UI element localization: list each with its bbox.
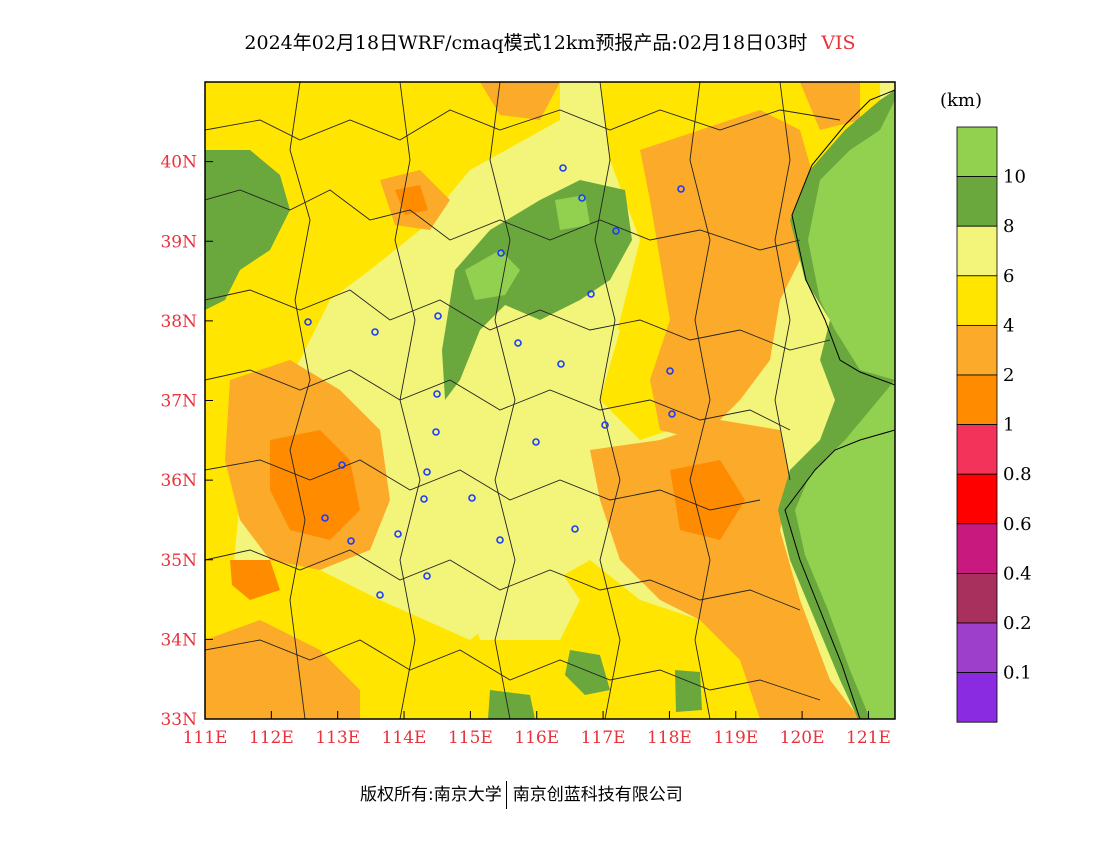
lat-label: 36N xyxy=(160,471,197,491)
city-marker xyxy=(571,525,579,533)
city-marker xyxy=(376,591,384,599)
city-marker xyxy=(423,572,431,580)
city-marker xyxy=(304,318,312,326)
city-marker xyxy=(321,514,329,522)
city-marker xyxy=(514,339,522,347)
field-4-6km-west xyxy=(205,82,560,640)
city-marker xyxy=(434,312,442,320)
city-marker xyxy=(371,328,379,336)
field-8-10km-south-1 xyxy=(565,650,610,695)
coastline xyxy=(784,89,895,719)
field-2-4km-southeast xyxy=(590,420,860,719)
copyright-text: 版权所有:南京大学 xyxy=(360,785,502,805)
city-marker xyxy=(587,290,595,298)
lat-label: 37N xyxy=(160,392,197,412)
city-marker xyxy=(423,468,431,476)
field-1-2km-south xyxy=(230,560,280,600)
lon-label: 118E xyxy=(647,728,692,748)
city-marker xyxy=(433,390,441,398)
lat-label: 33N xyxy=(160,710,197,730)
company-text: 南京创蓝科技有限公司 xyxy=(512,785,683,805)
city-marker xyxy=(578,194,586,202)
field-10km-patch xyxy=(465,250,520,300)
city-markers xyxy=(304,164,685,599)
city-marker xyxy=(468,494,476,502)
field-10km-sea xyxy=(795,100,895,719)
field-8-10km-north xyxy=(442,180,632,400)
lon-label: 111E xyxy=(183,728,228,748)
footer-separator xyxy=(505,781,507,809)
city-marker xyxy=(347,537,355,545)
city-marker xyxy=(496,536,504,544)
lon-label: 116E xyxy=(514,728,559,748)
lat-label: 40N xyxy=(160,153,197,173)
city-marker xyxy=(601,421,609,429)
legend-unit: (km) xyxy=(940,90,983,111)
field-10km-patch-2 xyxy=(555,195,590,230)
lon-label: 117E xyxy=(581,728,626,748)
footer: 版权所有:南京大学 南京创蓝科技有限公司 xyxy=(360,780,683,809)
map-fields xyxy=(205,82,895,719)
city-marker xyxy=(557,360,565,368)
field-1-2km-se xyxy=(670,460,745,540)
city-marker xyxy=(338,461,346,469)
field-2-4km-top xyxy=(480,82,560,120)
lat-label: 35N xyxy=(160,551,197,571)
variable-name: VIS xyxy=(821,32,856,54)
lat-label: 39N xyxy=(160,232,197,252)
city-marker xyxy=(497,249,505,257)
city-marker xyxy=(666,367,674,375)
city-marker xyxy=(420,495,428,503)
lon-label: 112E xyxy=(249,728,294,748)
field-2-4km-ne-top xyxy=(800,82,860,130)
lat-label: 38N xyxy=(160,312,197,332)
field-2-4km-east xyxy=(640,110,820,440)
lon-label: 114E xyxy=(382,728,427,748)
city-marker xyxy=(668,410,676,418)
city-marker xyxy=(432,428,440,436)
lon-label: 115E xyxy=(448,728,493,748)
admin-borders xyxy=(205,82,841,719)
field-2-4km-far-sw xyxy=(205,620,360,719)
lon-label: 121E xyxy=(846,728,891,748)
field-8-10km-nw xyxy=(205,150,290,310)
field-8-10km-south-3 xyxy=(675,670,702,712)
field-6-8km-central xyxy=(430,300,620,640)
title-text: 2024年02月18日WRF/cmaq模式12km预报产品:02月18日03时 xyxy=(244,32,808,54)
field-1-2km-north xyxy=(395,185,428,215)
lon-label: 113E xyxy=(315,728,360,748)
field-1-2km-sw xyxy=(270,430,360,540)
city-marker xyxy=(394,530,402,538)
chart-title: 2024年02月18日WRF/cmaq模式12km预报产品:02月18日03时 V… xyxy=(0,28,1100,55)
lon-label: 120E xyxy=(780,728,825,748)
city-marker xyxy=(559,164,567,172)
city-marker xyxy=(677,185,685,193)
city-marker xyxy=(612,227,620,235)
lon-label: 119E xyxy=(713,728,758,748)
field-8-10km-south-2 xyxy=(488,690,535,719)
lat-label: 34N xyxy=(160,630,197,650)
city-marker xyxy=(532,438,540,446)
